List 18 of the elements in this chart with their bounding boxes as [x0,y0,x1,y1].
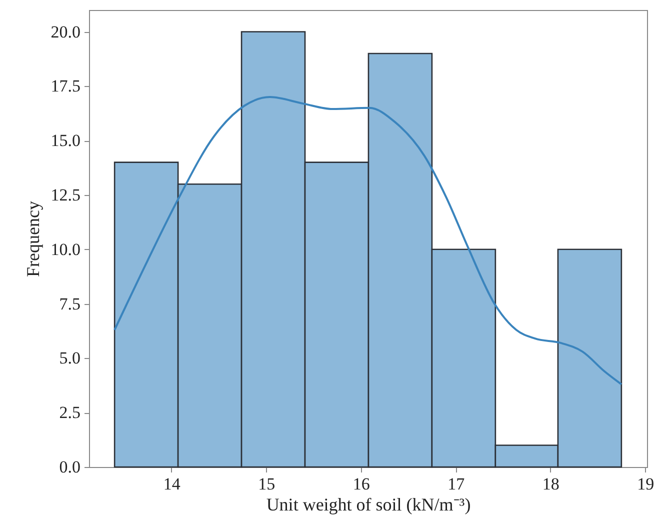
y-tick-label: 0.0 [59,458,80,476]
x-tick-label: 19 [637,474,654,494]
x-axis-title: Unit weight of soil (kN/m⁻³) [266,494,471,514]
x-tick-label: 16 [352,474,370,494]
line-series [114,96,622,386]
y-tick-label: 5.0 [59,348,80,368]
x-tick-label: 15 [258,474,276,494]
x-tick-label: 18 [542,474,560,494]
x-tick-label: 17 [448,474,466,494]
y-tick-label: 12.5 [50,185,80,204]
y-tick-label: 15.0 [50,131,80,150]
y-tick-label: 20.0 [50,22,80,42]
y-tick-label: 2.5 [59,403,80,422]
y-axis-title: Frequency [22,201,43,277]
y-tick-label: 17.5 [50,76,80,96]
y-tick-label: 10.0 [50,240,80,259]
y-tick-label: 7.5 [59,294,80,314]
x-tick-label: 14 [163,474,181,494]
